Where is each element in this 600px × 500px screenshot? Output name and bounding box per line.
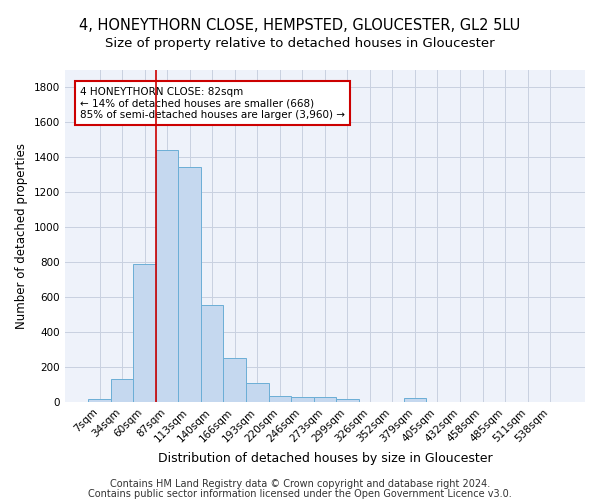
Bar — [246, 382, 269, 402]
Bar — [269, 396, 291, 402]
Y-axis label: Number of detached properties: Number of detached properties — [15, 143, 28, 329]
Bar — [223, 358, 246, 402]
Bar — [404, 398, 426, 402]
Bar — [178, 167, 201, 402]
Bar — [291, 396, 314, 402]
Bar — [314, 396, 336, 402]
Bar — [336, 399, 359, 402]
Text: 4 HONEYTHORN CLOSE: 82sqm
← 14% of detached houses are smaller (668)
85% of semi: 4 HONEYTHORN CLOSE: 82sqm ← 14% of detac… — [80, 86, 345, 120]
Bar — [156, 150, 178, 402]
Bar — [88, 400, 111, 402]
Text: Size of property relative to detached houses in Gloucester: Size of property relative to detached ho… — [105, 38, 495, 51]
Bar — [111, 379, 133, 402]
X-axis label: Distribution of detached houses by size in Gloucester: Distribution of detached houses by size … — [158, 452, 492, 465]
Text: 4, HONEYTHORN CLOSE, HEMPSTED, GLOUCESTER, GL2 5LU: 4, HONEYTHORN CLOSE, HEMPSTED, GLOUCESTE… — [79, 18, 521, 32]
Text: Contains public sector information licensed under the Open Government Licence v3: Contains public sector information licen… — [88, 489, 512, 499]
Text: Contains HM Land Registry data © Crown copyright and database right 2024.: Contains HM Land Registry data © Crown c… — [110, 479, 490, 489]
Bar — [201, 305, 223, 402]
Bar — [133, 264, 156, 402]
